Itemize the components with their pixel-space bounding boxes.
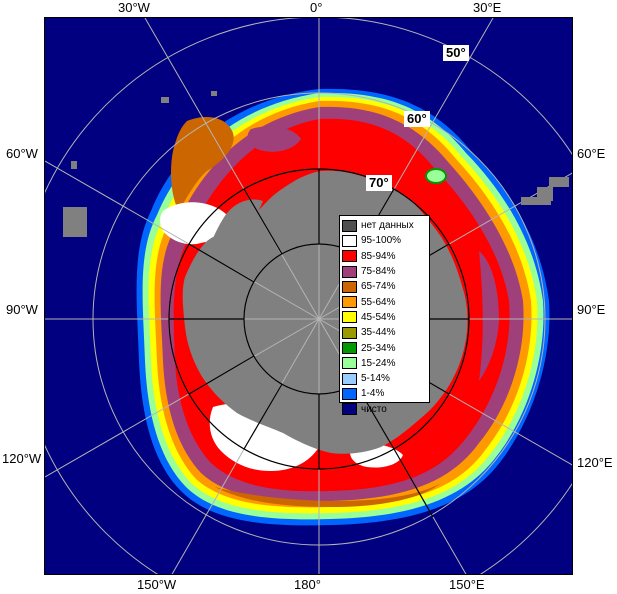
legend: нет данных 95-100% 85-94% 75-84% 65-74% 55-64…: [339, 215, 430, 416]
legend-label: 25-34%: [361, 342, 396, 354]
legend-label: нет данных: [361, 220, 414, 232]
legend-item: 65-74%: [342, 279, 427, 294]
legend-swatch: [342, 342, 357, 355]
lon-label-60e: 60°E: [577, 146, 606, 161]
legend-label: 35-44%: [361, 327, 396, 339]
legend-item: 95-100%: [342, 233, 427, 248]
lon-label-30e: 30°E: [473, 0, 502, 15]
legend-label: чисто: [361, 403, 387, 415]
island-ice-spot: [425, 168, 447, 184]
legend-label: 75-84%: [361, 266, 396, 278]
ice-patch-75-84-north: [247, 126, 301, 152]
legend-swatch: [342, 250, 357, 263]
lon-label-90w: 90°W: [6, 302, 38, 317]
legend-label: 5-14%: [361, 373, 390, 385]
ice-patch-65-74-south: [215, 483, 441, 507]
lon-label-90e: 90°E: [577, 302, 606, 317]
lon-label-60w: 60°W: [6, 146, 38, 161]
legend-swatch: [342, 234, 357, 247]
lat-label-50: 50°: [443, 45, 469, 61]
legend-item: 75-84%: [342, 264, 427, 279]
ice-patch-65-74-west: [171, 117, 234, 211]
legend-label: 1-4%: [361, 388, 385, 400]
lat-label-70: 70°: [366, 175, 392, 191]
legend-swatch: [342, 280, 357, 293]
legend-swatch: [342, 387, 357, 400]
legend-swatch: [342, 357, 357, 370]
legend-item: 5-14%: [342, 371, 427, 386]
legend-swatch: [342, 265, 357, 278]
legend-swatch: [342, 326, 357, 339]
ice-patch-75-84-east: [479, 251, 499, 381]
legend-swatch: [342, 403, 357, 416]
map-frame[interactable]: [44, 17, 573, 575]
antarctic-peninsula: [211, 199, 263, 243]
lon-label-150e: 150°E: [449, 577, 485, 592]
legend-label: 85-94%: [361, 250, 396, 262]
legend-item: 25-34%: [342, 340, 427, 355]
legend-swatch: [342, 372, 357, 385]
islands: [63, 91, 569, 237]
legend-item: 55-64%: [342, 294, 427, 309]
lon-label-150w: 150°W: [137, 577, 177, 592]
legend-item: 35-44%: [342, 325, 427, 340]
legend-item: 15-24%: [342, 356, 427, 371]
lon-label-30w: 30°W: [118, 0, 150, 15]
ice-concentration-map: [45, 18, 572, 574]
legend-label: 55-64%: [361, 296, 396, 308]
legend-item: 45-54%: [342, 310, 427, 325]
legend-swatch: [342, 311, 357, 324]
legend-item: чисто: [342, 402, 427, 417]
legend-swatch: [342, 296, 357, 309]
lat-label-60: 60°: [404, 111, 430, 127]
lon-label-180: 180°: [294, 577, 321, 592]
lon-label-0: 0°: [310, 0, 323, 15]
legend-label: 65-74%: [361, 281, 396, 293]
legend-item: нет данных: [342, 218, 427, 233]
legend-label: 15-24%: [361, 357, 396, 369]
lon-label-120e: 120°E: [577, 455, 613, 470]
legend-item: 1-4%: [342, 386, 427, 401]
legend-label: 95-100%: [361, 235, 402, 247]
lon-label-120w: 120°W: [2, 451, 42, 466]
legend-swatch: [342, 219, 357, 232]
legend-item: 85-94%: [342, 249, 427, 264]
legend-label: 45-54%: [361, 311, 396, 323]
